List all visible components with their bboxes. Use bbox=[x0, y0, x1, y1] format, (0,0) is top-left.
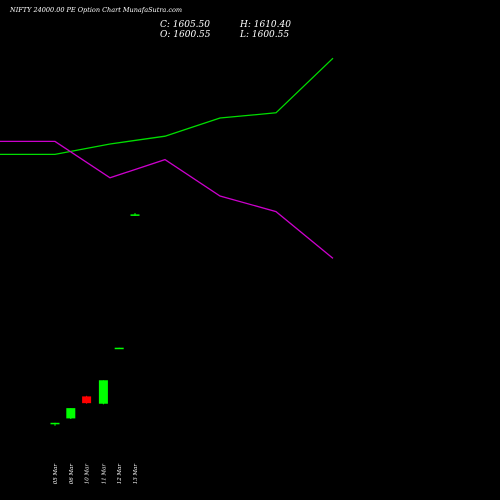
date-tick-label: 12 Mar bbox=[117, 464, 123, 485]
close-value: C: 1605.50 bbox=[160, 20, 210, 30]
candle bbox=[66, 408, 76, 419]
candle-body bbox=[50, 422, 60, 425]
date-tick-label: 10 Mar bbox=[85, 464, 91, 485]
overlay-line-magenta bbox=[0, 140, 334, 259]
open-value: O: 1600.55 bbox=[160, 30, 211, 40]
candle-body bbox=[114, 347, 124, 350]
candle-body bbox=[82, 396, 92, 404]
candle bbox=[98, 380, 108, 405]
date-tick-label: 05 Mar bbox=[53, 464, 59, 485]
candle bbox=[82, 395, 92, 404]
high-value: H: 1610.40 bbox=[240, 20, 291, 30]
candle bbox=[50, 422, 60, 426]
date-tick-label: 11 Mar bbox=[101, 464, 107, 485]
candle-body bbox=[98, 380, 108, 404]
overlay-line-green bbox=[0, 57, 334, 156]
date-tick-label: 13 Mar bbox=[133, 464, 139, 485]
candle bbox=[114, 347, 124, 350]
candle-body bbox=[130, 214, 140, 216]
low-value: L: 1600.55 bbox=[240, 30, 290, 40]
candle-body bbox=[66, 408, 76, 419]
date-tick-label: 06 Mar bbox=[69, 464, 75, 485]
candle bbox=[130, 212, 140, 216]
chart-title: NIFTY 24000.00 PE Option Chart MunafaSut… bbox=[10, 6, 183, 14]
